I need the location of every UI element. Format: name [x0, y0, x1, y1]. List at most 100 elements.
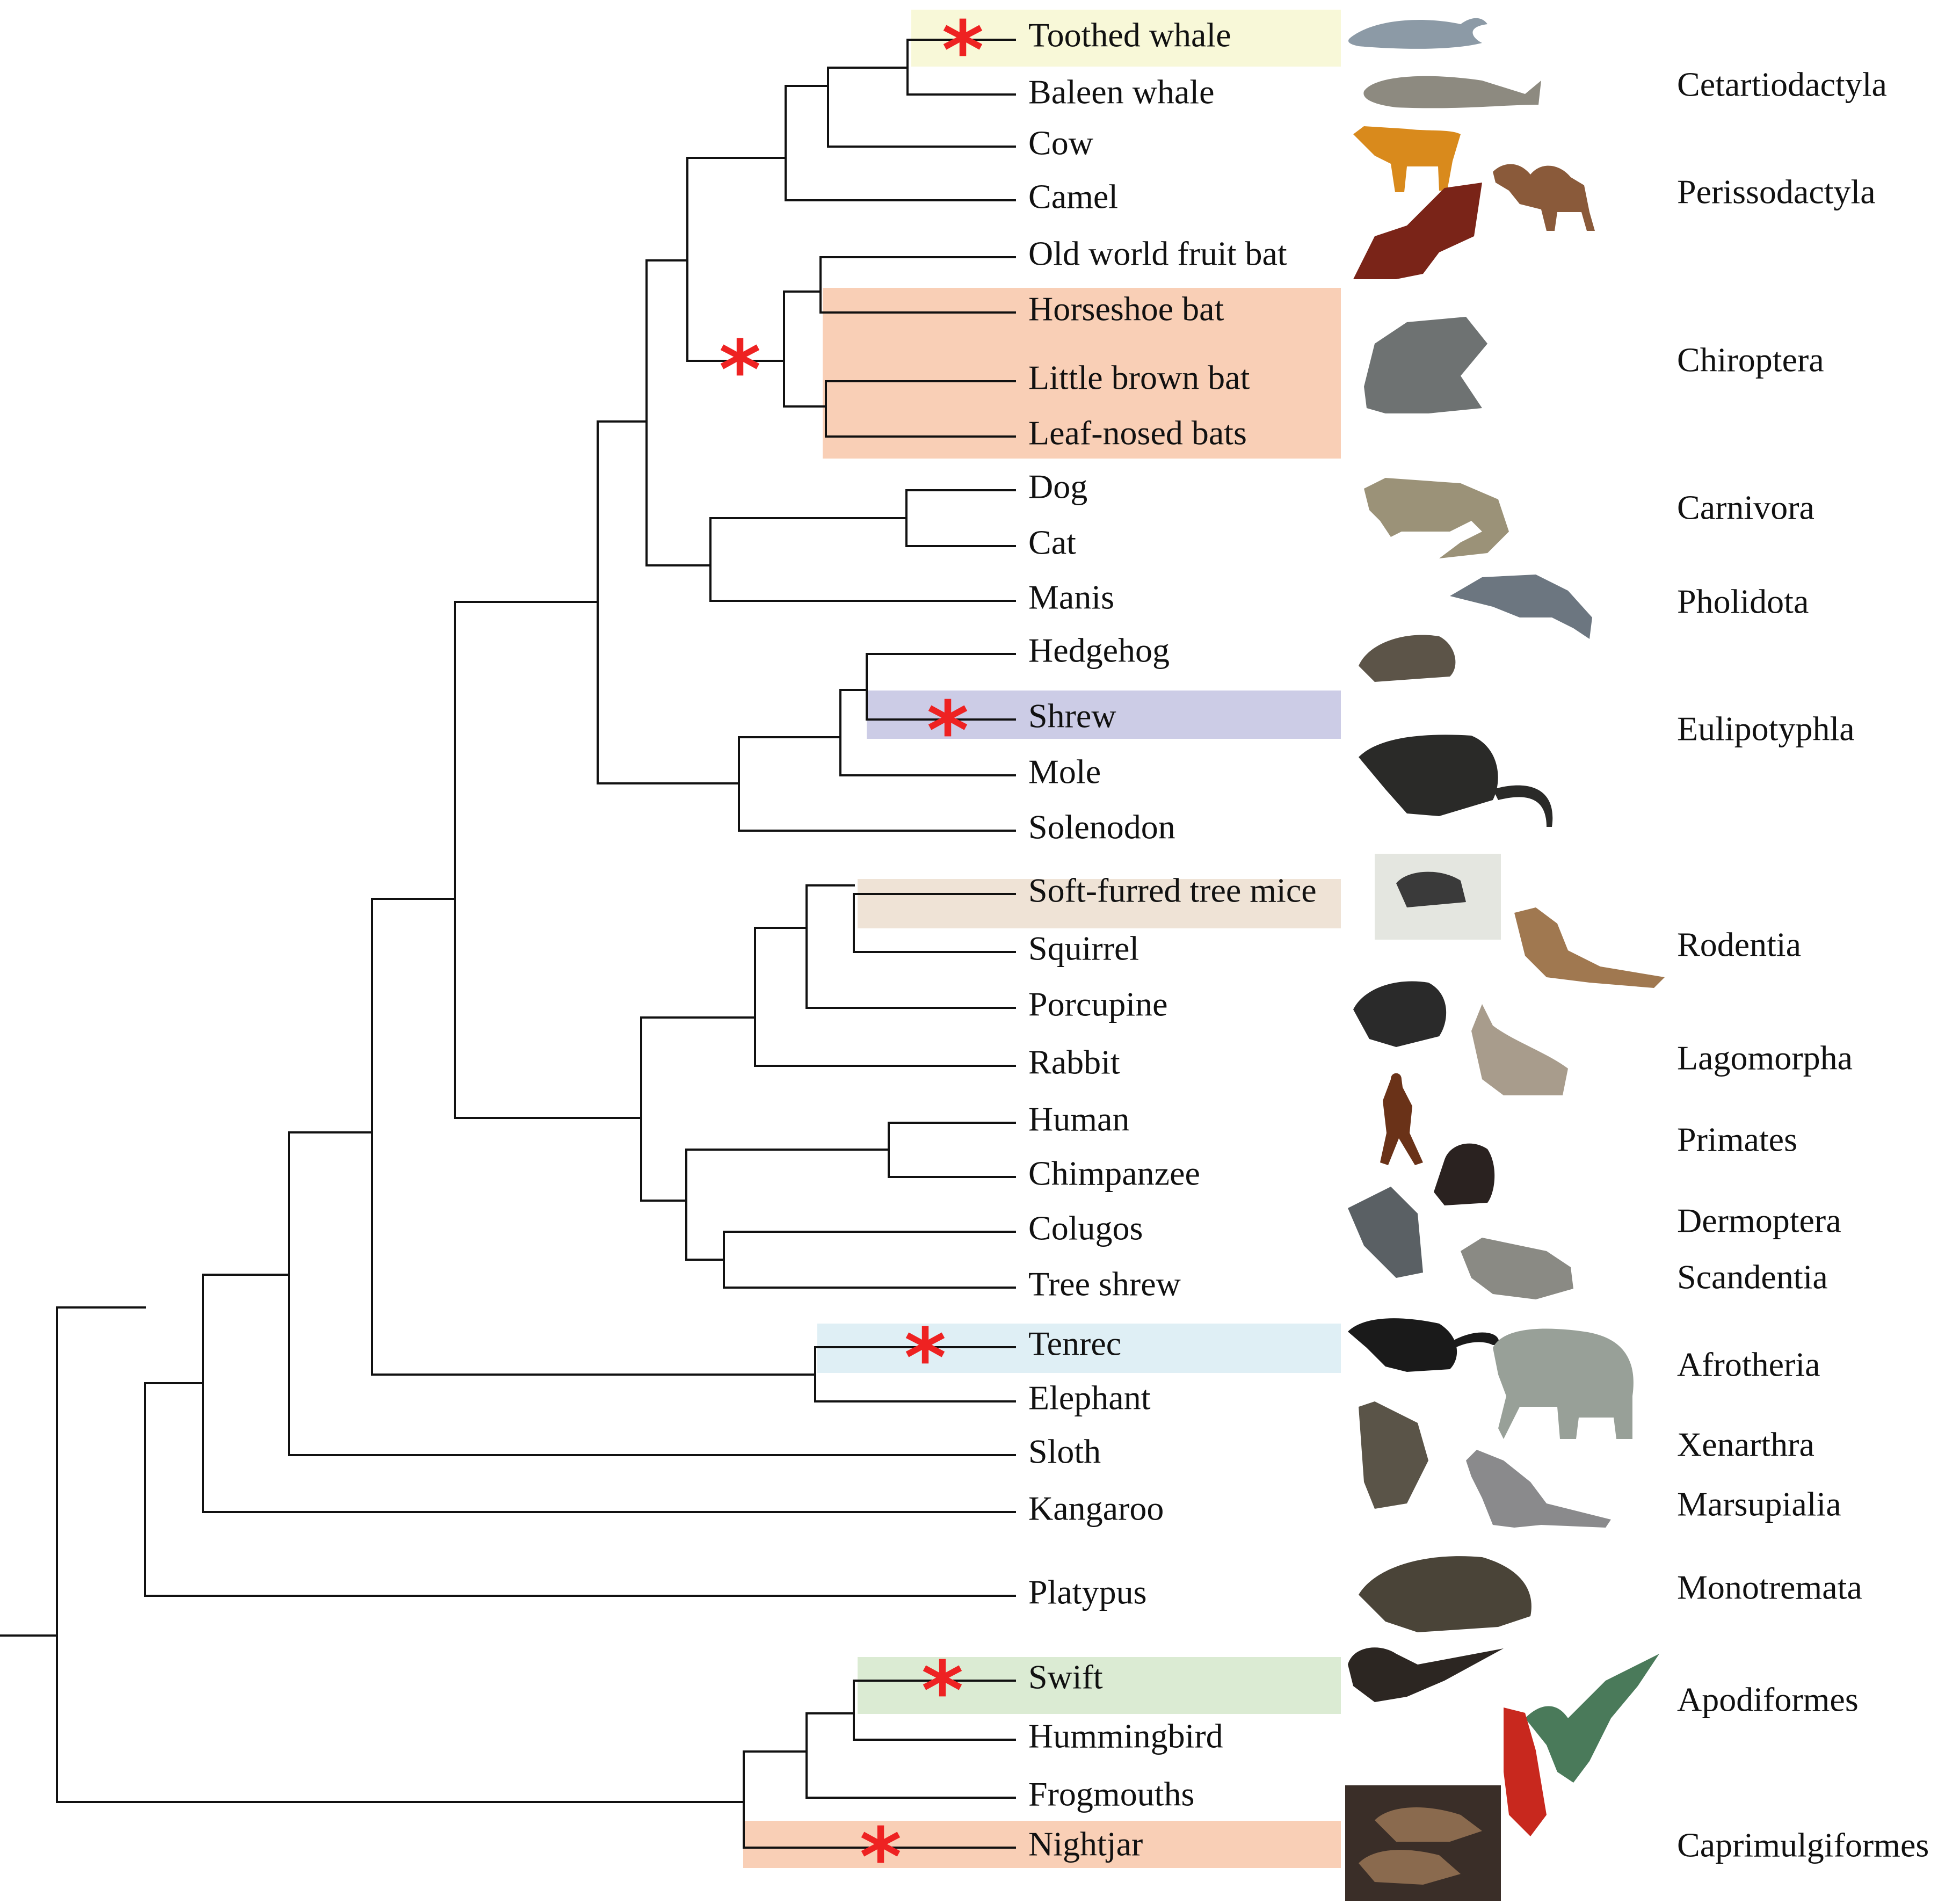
marker-swift: *	[921, 1645, 963, 1738]
branch-birds	[743, 1750, 1016, 1849]
shrew-icon	[1359, 735, 1553, 827]
taxon-label: Human	[1028, 1100, 1129, 1138]
branch-hedgehog-shrew	[866, 653, 1016, 721]
branch-euarchontoglires	[640, 1016, 756, 1202]
echidna-icon	[1359, 1556, 1531, 1632]
branch-root	[0, 1306, 745, 1803]
branch-pteropodid	[819, 256, 1016, 314]
branch-chiroptera	[783, 290, 827, 408]
branch-euarchonta	[685, 1149, 890, 1261]
order-label: Pholidota	[1677, 583, 1809, 621]
marker-nightjar: *	[860, 1811, 902, 1904]
taxon-label: Hedgehog	[1028, 631, 1170, 670]
whale-icon	[1363, 76, 1541, 108]
taxon-label: Dog	[1028, 468, 1087, 506]
taxon-label: Soft-furred tree mice	[1028, 871, 1317, 910]
branch-cet-chiroptera	[686, 157, 787, 362]
highlight-swift	[858, 1657, 1341, 1714]
branch-eutheria	[371, 898, 816, 1376]
branch-vesper-leaf	[825, 380, 1016, 438]
taxon-label: Old world fruit bat	[1028, 235, 1287, 273]
branch-whales	[906, 39, 1016, 96]
taxon-label: Kangaroo	[1028, 1489, 1164, 1528]
taxon-label: Tenrec	[1028, 1325, 1121, 1363]
order-label: Chiroptera	[1677, 341, 1824, 379]
order-label: Marsupialia	[1677, 1485, 1841, 1523]
order-label: Scandentia	[1677, 1258, 1828, 1296]
order-label: Monotremata	[1677, 1568, 1862, 1607]
tenrec-icon	[1348, 1318, 1499, 1372]
porcupine-icon	[1353, 981, 1447, 1047]
elephant-icon	[1493, 1328, 1634, 1439]
taxon-label: Mole	[1028, 753, 1101, 791]
taxon-label: Platypus	[1028, 1573, 1146, 1611]
order-label: Afrotheria	[1677, 1346, 1820, 1384]
highlight-nightjar	[743, 1821, 1341, 1868]
fruit-bat-icon	[1353, 183, 1482, 279]
camel-icon	[1493, 164, 1595, 231]
highlight-echolocating-bats	[823, 288, 1341, 459]
order-label: Xenarthra	[1677, 1426, 1814, 1464]
taxon-label: Camel	[1028, 178, 1118, 216]
taxon-label: Chimpanzee	[1028, 1154, 1200, 1193]
branch-cow-whales	[827, 67, 1016, 148]
nightjar-icon	[1359, 1807, 1482, 1885]
branch-carnivora	[905, 489, 1016, 547]
animal-illustrations	[1345, 18, 1665, 1901]
taxon-label: Baleen whale	[1028, 73, 1215, 111]
branch-glires	[754, 927, 1016, 1067]
branch-apodiformes-frog	[805, 1712, 1016, 1799]
taxon-label: Hummingbird	[1028, 1717, 1223, 1755]
chipmunk-icon	[1514, 907, 1665, 988]
branch-afrotheria	[814, 1346, 1016, 1402]
branch-mammals	[144, 1382, 1016, 1597]
taxon-label: Leaf-nosed bats	[1028, 414, 1247, 452]
taxon-label: Colugos	[1028, 1209, 1143, 1247]
branch-eulipotyphla	[738, 736, 1016, 832]
branch-mice-squirrel	[853, 893, 1016, 953]
order-label: Primates	[1677, 1121, 1797, 1159]
convergence-markers: * * * * * *	[719, 4, 984, 1904]
marker-toothed-whale: *	[942, 4, 984, 98]
taxon-label: Shrew	[1028, 697, 1116, 735]
order-label: Rodentia	[1677, 926, 1801, 964]
marker-shrew: *	[927, 685, 969, 778]
chimpanzee-icon	[1434, 1143, 1495, 1205]
dolphin-icon	[1348, 18, 1487, 49]
branch-apodiformes	[853, 1680, 1016, 1741]
taxon-label: Cat	[1028, 524, 1076, 562]
order-label: Caprimulgiformes	[1677, 1826, 1929, 1864]
taxon-label: Cow	[1028, 124, 1093, 162]
bat-icon	[1364, 317, 1487, 413]
taxon-label: Nightjar	[1028, 1825, 1143, 1863]
mouse-icon	[1396, 871, 1466, 907]
tree-shrew-icon	[1461, 1238, 1573, 1299]
taxon-label: Manis	[1028, 578, 1114, 616]
branch-therians	[202, 1274, 1016, 1513]
branch-eulipo-inner	[839, 689, 1016, 776]
marker-tenrec: *	[904, 1312, 946, 1405]
branch-rodentia	[805, 884, 1016, 1009]
branches	[0, 39, 1016, 1849]
branch-placentals	[288, 1131, 1016, 1456]
taxon-label: Frogmouths	[1028, 1775, 1194, 1813]
branch-cetartiodactyla	[785, 85, 1016, 201]
taxon-label: Elephant	[1028, 1379, 1151, 1417]
taxon-label: Swift	[1028, 1658, 1103, 1696]
kangaroo-icon	[1466, 1450, 1611, 1528]
taxon-label: Sloth	[1028, 1433, 1101, 1471]
cow-icon	[1353, 126, 1461, 192]
order-label: Dermoptera	[1677, 1202, 1841, 1240]
highlight-tree-mice	[858, 879, 1341, 928]
taxon-label: Tree shrew	[1028, 1265, 1181, 1303]
taxon-label: Squirrel	[1028, 929, 1139, 968]
order-label: Cetartiodactyla	[1677, 66, 1887, 104]
order-label: Perissodactyla	[1677, 173, 1876, 211]
taxon-label: Solenodon	[1028, 808, 1175, 846]
order-label: Lagomorpha	[1677, 1039, 1853, 1077]
branch-primates	[888, 1122, 1016, 1178]
highlight-toothed-whale	[911, 10, 1341, 67]
civet-icon	[1364, 478, 1509, 558]
taxon-label: Toothed whale	[1028, 16, 1231, 54]
swift-icon	[1348, 1647, 1504, 1702]
